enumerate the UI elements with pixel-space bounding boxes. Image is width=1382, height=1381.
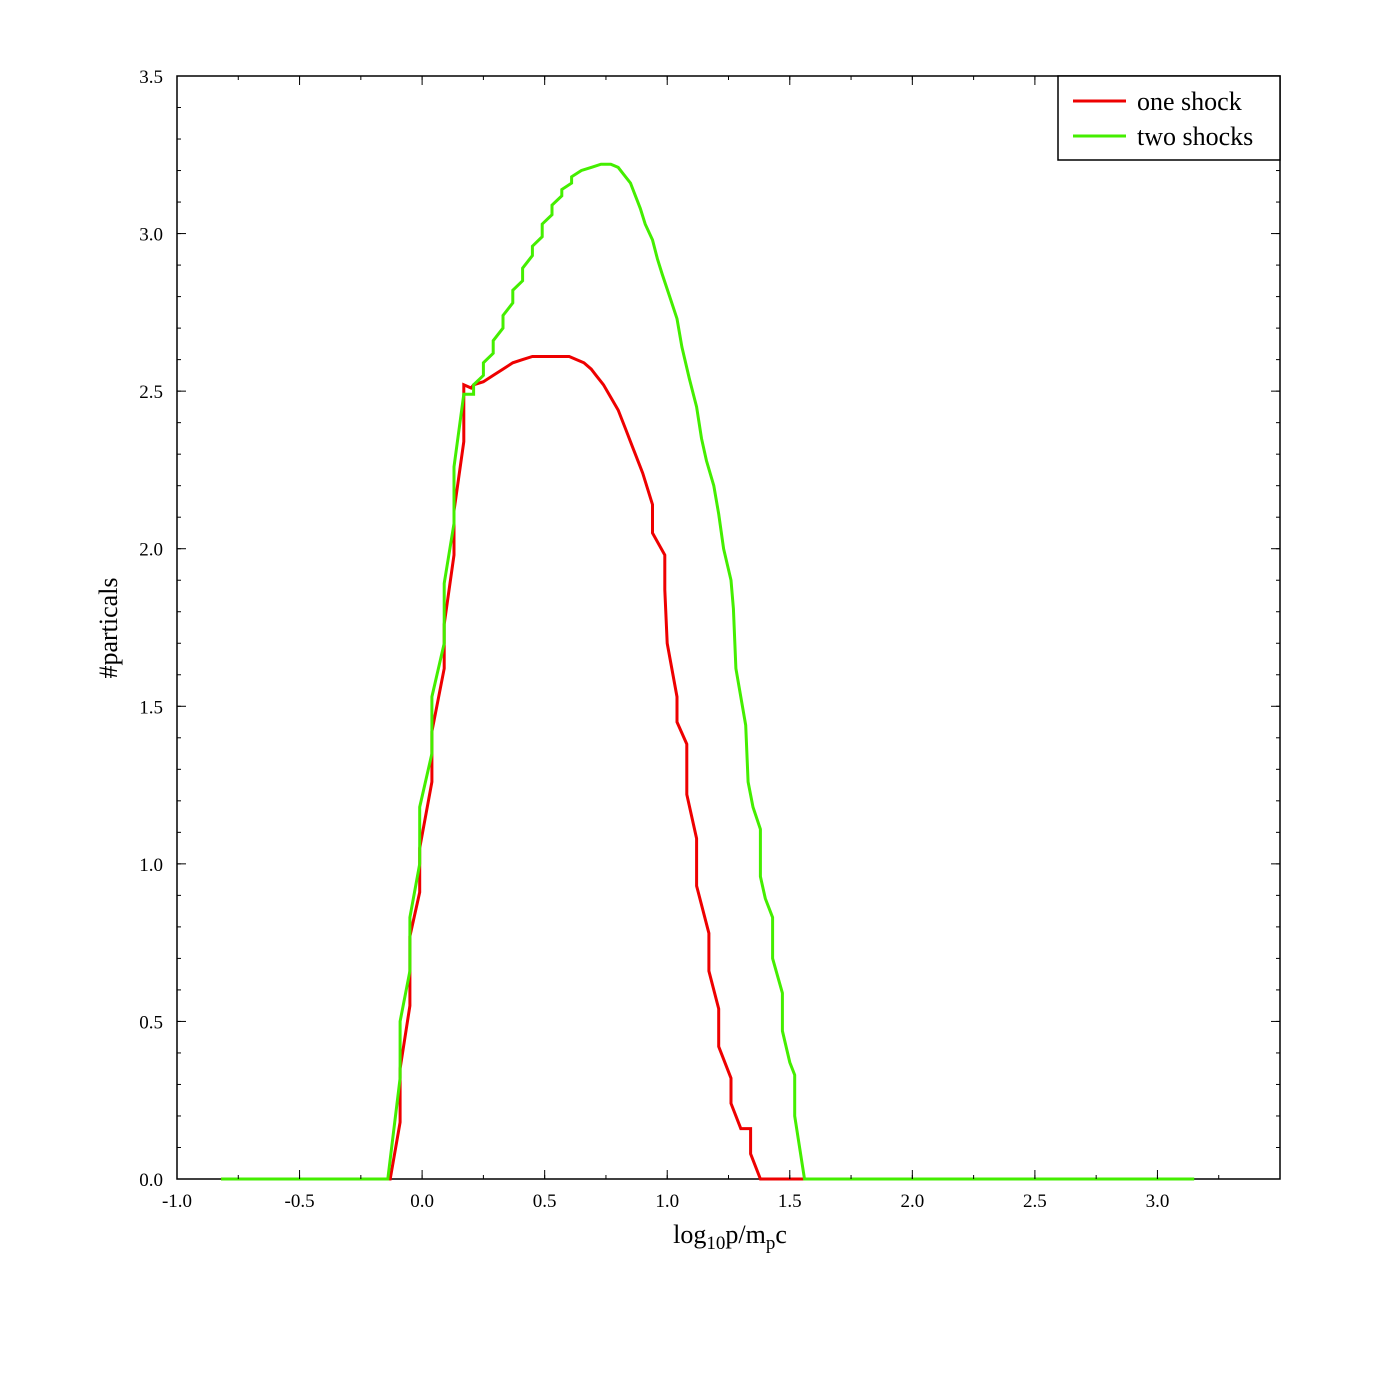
x-tick-label: 2.0 bbox=[900, 1191, 924, 1212]
x-tick-label: 1.0 bbox=[655, 1191, 679, 1212]
x-tick-label: 0.5 bbox=[533, 1191, 557, 1212]
x-axis-label-c: c bbox=[775, 1220, 787, 1249]
legend-box bbox=[1057, 75, 1281, 161]
y-tick-label: 1.5 bbox=[139, 697, 163, 718]
y-tick-label: 1.0 bbox=[139, 855, 163, 876]
y-tick-label: 2.0 bbox=[139, 540, 163, 561]
y-tick-label: 2.5 bbox=[139, 382, 163, 403]
x-axis-label-sub-10: 10 bbox=[706, 1233, 725, 1254]
series-layer bbox=[221, 162, 1195, 1181]
legend: one shock two shocks bbox=[1057, 75, 1281, 161]
y-tick-label: 0.5 bbox=[139, 1012, 163, 1033]
y-tick-label: 3.5 bbox=[139, 67, 163, 88]
x-axis-label-log: log bbox=[673, 1220, 706, 1249]
x-tick-label: -0.5 bbox=[285, 1191, 315, 1212]
x-axis-label-pm: p/m bbox=[725, 1220, 765, 1249]
legend-label-one-shock: one shock bbox=[1137, 87, 1242, 116]
y-axis-label: #particals bbox=[94, 577, 123, 678]
series-line-two-shocks bbox=[221, 162, 1195, 1181]
series-line-one-shock bbox=[221, 355, 827, 1181]
x-tick-label: 2.5 bbox=[1023, 1191, 1047, 1212]
x-tick-label: 3.0 bbox=[1146, 1191, 1170, 1212]
x-tick-label: 0.0 bbox=[410, 1191, 434, 1212]
x-axis-label: log10p/mpc bbox=[673, 1220, 787, 1254]
x-axis: -1.0 -0.5 0.0 0.5 1.0 1.5 2.0 2.5 3.0 bbox=[162, 76, 1281, 1212]
y-tick-label: 0.0 bbox=[139, 1170, 163, 1191]
y-axis: 0.0 0.5 1.0 1.5 2.0 2.5 3.0 3.5 bbox=[139, 67, 1280, 1191]
x-axis-label-sub-p: p bbox=[766, 1233, 776, 1254]
x-tick-label: -1.0 bbox=[162, 1191, 192, 1212]
plot-frame bbox=[176, 75, 1281, 1180]
y-tick-label: 3.0 bbox=[139, 225, 163, 246]
legend-label-two-shocks: two shocks bbox=[1137, 122, 1253, 151]
x-tick-label: 1.5 bbox=[778, 1191, 802, 1212]
plot-area bbox=[176, 75, 1281, 1180]
